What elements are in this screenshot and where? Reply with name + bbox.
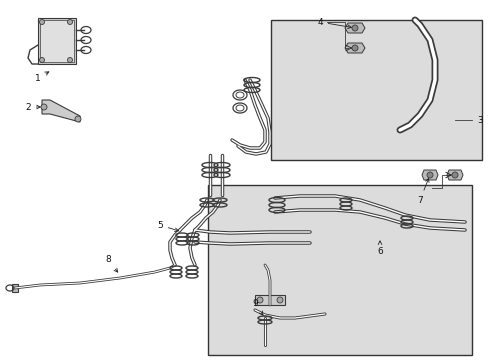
Polygon shape (421, 170, 437, 180)
Circle shape (75, 116, 81, 122)
Circle shape (351, 25, 357, 31)
Bar (271, 20, 481, 160)
Circle shape (67, 58, 72, 63)
Circle shape (257, 297, 263, 303)
Bar (38, 18, 76, 64)
Circle shape (40, 58, 44, 63)
Polygon shape (42, 100, 80, 122)
Text: 5: 5 (157, 220, 178, 231)
Polygon shape (345, 43, 364, 53)
Circle shape (451, 172, 457, 178)
Circle shape (67, 19, 72, 24)
Text: 6: 6 (376, 241, 382, 256)
Polygon shape (446, 170, 462, 180)
Polygon shape (345, 23, 364, 33)
Text: 7: 7 (416, 179, 428, 204)
Text: 9: 9 (252, 298, 263, 315)
Text: 8: 8 (105, 256, 118, 272)
Circle shape (426, 172, 432, 178)
Circle shape (41, 104, 47, 110)
Circle shape (351, 45, 357, 51)
Polygon shape (12, 284, 18, 292)
Circle shape (40, 19, 44, 24)
Bar (40, 20, 74, 62)
Text: 2: 2 (25, 103, 40, 112)
Text: 3: 3 (476, 116, 482, 125)
Bar (207, 185, 471, 355)
Text: 1: 1 (35, 72, 49, 82)
Text: 4: 4 (317, 18, 350, 28)
Polygon shape (254, 295, 285, 305)
Circle shape (276, 297, 283, 303)
